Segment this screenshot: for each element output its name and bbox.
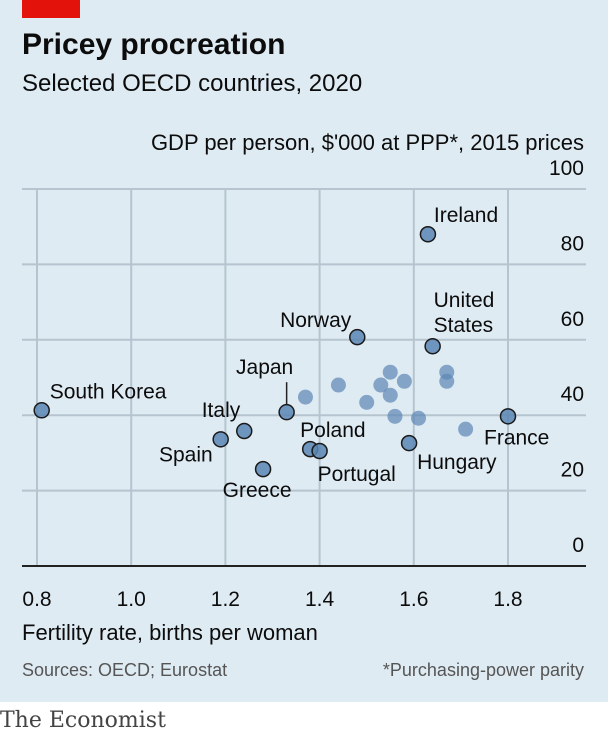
point-label: Greece xyxy=(223,479,292,502)
data-point xyxy=(400,434,418,452)
point-label: South Korea xyxy=(50,380,167,403)
data-point xyxy=(311,442,328,460)
x-axis-label: Fertility rate, births per woman xyxy=(22,620,318,645)
data-point xyxy=(212,431,229,448)
y-axis-label: GDP per person, $'000 at PPP*, 2015 pric… xyxy=(150,130,584,155)
data-point xyxy=(424,337,441,355)
y-tick-label: 0 xyxy=(572,534,584,557)
data-point xyxy=(387,408,403,424)
point-label: Japan xyxy=(236,356,293,379)
scatter-plot: 0 20 40 60 80 100 0.8 1.0 1.2 1.4 1.6 1.8 South Kore… xyxy=(22,157,586,611)
data-point xyxy=(499,408,517,425)
point-label: France xyxy=(484,426,549,449)
x-tick-label: 0.8 xyxy=(22,588,51,611)
y-tick-label: 60 xyxy=(561,308,584,331)
data-point xyxy=(396,373,412,389)
x-tick-label: 1.0 xyxy=(117,588,146,611)
data-point xyxy=(278,403,295,421)
x-tick-label: 1.6 xyxy=(399,588,428,611)
point-label: Italy xyxy=(202,399,241,422)
chart-title: Pricey procreation xyxy=(22,28,286,61)
point-label: Norway xyxy=(280,309,352,332)
data-point xyxy=(330,377,346,393)
data-point xyxy=(439,373,455,389)
point-label: Portugal xyxy=(318,463,396,486)
y-tick-label: 40 xyxy=(561,383,584,406)
data-point xyxy=(297,389,313,405)
point-label: United xyxy=(434,289,495,312)
y-tick-label: 20 xyxy=(561,459,584,482)
data-point xyxy=(349,328,366,346)
x-tick-label: 1.4 xyxy=(305,588,335,611)
data-point xyxy=(33,402,50,419)
point-label: Poland xyxy=(300,419,365,442)
data-point xyxy=(411,410,427,426)
data-point xyxy=(382,364,398,380)
point-label: Ireland xyxy=(434,204,498,227)
data-point xyxy=(382,387,398,403)
x-tick-label: 1.2 xyxy=(211,588,240,611)
data-point xyxy=(419,225,437,243)
chart-subtitle: Selected OECD countries, 2020 xyxy=(22,70,363,97)
data-point xyxy=(373,377,389,393)
chart-panel xyxy=(0,0,608,702)
data-point xyxy=(458,421,474,437)
data-point xyxy=(359,394,375,410)
x-tick-label: 1.8 xyxy=(493,588,522,611)
data-point xyxy=(235,422,253,440)
point-label: Spain xyxy=(159,443,213,466)
brand-red-bar xyxy=(22,0,80,18)
point-label: States xyxy=(434,314,494,337)
y-tick-label: 80 xyxy=(561,232,584,255)
sources: Sources: OECD; Eurostat xyxy=(22,660,228,680)
point-label: Hungary xyxy=(417,451,497,474)
brand-logo: The Economist xyxy=(0,708,166,733)
footnote: *Purchasing-power parity xyxy=(382,660,584,680)
data-point xyxy=(254,460,272,478)
y-tick-label: 100 xyxy=(549,157,584,180)
